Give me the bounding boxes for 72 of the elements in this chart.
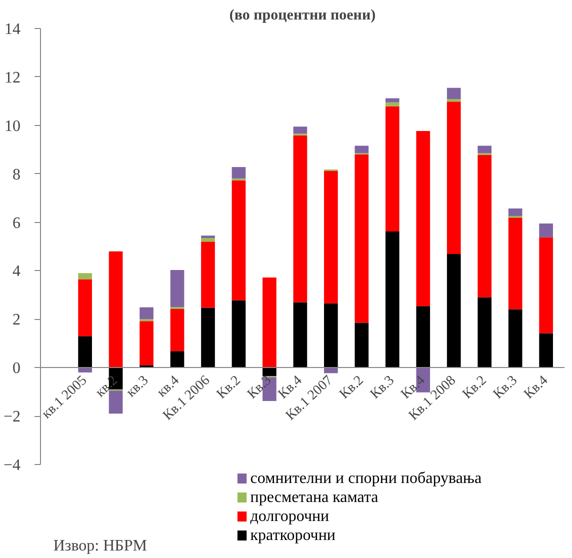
bar bbox=[354, 322, 369, 368]
y-tick-label: 14 bbox=[4, 21, 20, 38]
x-tick-label: кв.2 bbox=[93, 373, 121, 400]
bar bbox=[478, 154, 492, 298]
bar bbox=[324, 170, 338, 304]
bar bbox=[324, 303, 338, 368]
x-tick-label: Кв.4 bbox=[522, 373, 552, 402]
bar bbox=[385, 106, 400, 232]
x-tick-label: Кв.2 bbox=[214, 373, 244, 402]
legend-label: долгорочни bbox=[250, 508, 330, 525]
bar bbox=[201, 242, 215, 308]
bar bbox=[508, 208, 522, 216]
bar bbox=[140, 321, 154, 366]
y-tick-label: −2 bbox=[3, 408, 21, 426]
bar bbox=[539, 223, 553, 238]
bar bbox=[478, 297, 492, 368]
bar bbox=[78, 279, 92, 336]
bar bbox=[78, 336, 92, 368]
x-tick-label: Кв.3 bbox=[368, 373, 398, 402]
bar bbox=[293, 302, 308, 368]
bar bbox=[508, 218, 522, 310]
bar bbox=[170, 351, 184, 368]
bar bbox=[170, 270, 184, 308]
bar bbox=[170, 308, 184, 352]
bar bbox=[478, 146, 492, 154]
bar bbox=[446, 98, 461, 102]
y-tick-label: 0 bbox=[12, 360, 20, 378]
bar bbox=[539, 333, 553, 368]
bar bbox=[78, 368, 92, 372]
y-tick-label: 2 bbox=[12, 312, 20, 329]
y-tick-label: 12 bbox=[4, 69, 20, 86]
bar bbox=[446, 88, 461, 99]
bar bbox=[262, 368, 276, 376]
x-tick-label: Кв.3 bbox=[245, 373, 275, 402]
bar bbox=[385, 231, 400, 368]
bar bbox=[232, 180, 246, 300]
legend-label: краткорочни bbox=[250, 527, 336, 544]
bar bbox=[201, 238, 215, 242]
y-tick-label: −4 bbox=[3, 457, 21, 474]
y-tick-label: 4 bbox=[12, 263, 20, 280]
bar bbox=[262, 278, 276, 368]
legend-label: пресметана камата bbox=[250, 489, 378, 506]
legend-label: сомнителни и спорни побарувања bbox=[250, 470, 482, 487]
y-tick-label: 6 bbox=[12, 214, 20, 232]
bar bbox=[354, 146, 369, 154]
bar bbox=[293, 135, 308, 302]
bar bbox=[385, 98, 400, 102]
bar bbox=[201, 308, 215, 368]
bar bbox=[446, 102, 461, 254]
bar bbox=[140, 307, 154, 320]
bar bbox=[416, 130, 430, 306]
bar bbox=[232, 300, 246, 368]
bar bbox=[446, 254, 461, 368]
bar bbox=[324, 368, 338, 374]
bar bbox=[385, 102, 400, 106]
y-tick-label: 10 bbox=[4, 118, 20, 135]
x-tick-label: Кв.2 bbox=[460, 373, 490, 402]
x-tick-label: Кв.3 bbox=[490, 373, 520, 402]
bar bbox=[108, 251, 123, 368]
y-tick-label: 8 bbox=[12, 166, 20, 184]
x-tick-label: Кв.2 bbox=[337, 373, 367, 402]
x-tick-label: кв.3 bbox=[124, 373, 152, 400]
bar bbox=[293, 126, 308, 134]
chart-subtitle: (во процентни поени) bbox=[229, 8, 376, 24]
bar bbox=[354, 154, 369, 323]
bar bbox=[508, 309, 522, 368]
text: Извор: НБРМ bbox=[53, 538, 147, 554]
bar bbox=[232, 167, 246, 178]
bar bbox=[539, 237, 553, 334]
bar bbox=[201, 236, 215, 238]
bar bbox=[416, 306, 430, 368]
bar bbox=[78, 273, 92, 280]
